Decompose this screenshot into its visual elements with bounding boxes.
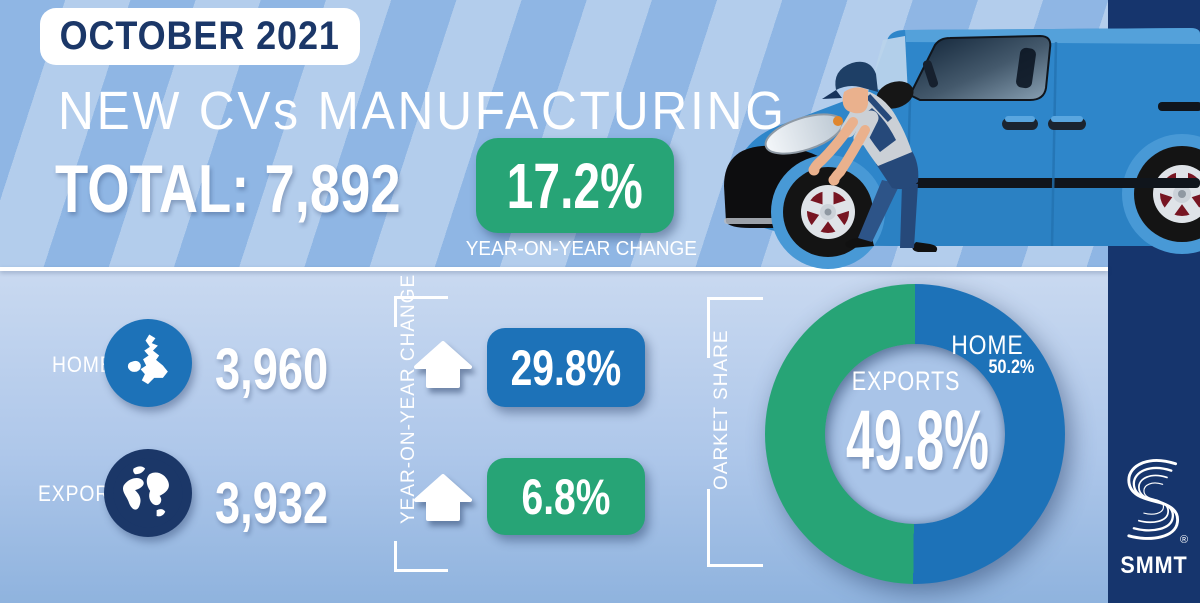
donut-home-value: 50.2% (988, 357, 1035, 378)
date-badge: OCTOBER 2021 (40, 8, 360, 65)
smmt-logo-icon (1127, 459, 1179, 540)
export-icon-circle (104, 449, 192, 537)
home-up-arrow-icon (414, 341, 472, 388)
home-change-badge: 29.8% (487, 328, 645, 407)
yoy-bracket (394, 296, 450, 572)
home-icon-circle (104, 319, 192, 407)
market-share-bracket (707, 297, 765, 567)
total-yoy-value: 17.2% (506, 149, 644, 222)
home-value: 3,960 (215, 337, 329, 402)
van-windshield (870, 36, 908, 95)
home-change-value: 29.8% (510, 339, 622, 396)
total-yoy-badge: 17.2% (476, 138, 674, 233)
van-indicator-light (833, 116, 843, 126)
export-change-badge: 6.8% (487, 458, 645, 535)
donut-exports-value: 49.8% (846, 393, 989, 487)
van-mechanic-illustration (724, 28, 1200, 269)
uk-map-icon (127, 334, 168, 385)
van-rear-trim (1158, 102, 1200, 111)
total-value: 7,892 (264, 151, 401, 227)
section-divider (0, 267, 1108, 271)
page-title: NEW CVs MANUFACTURING (58, 81, 787, 141)
smmt-brand-text: SMMT (1120, 552, 1188, 579)
van-door-seam-rear (1050, 41, 1058, 247)
van-side-window (908, 34, 1052, 101)
registered-trademark-symbol: ® (1180, 534, 1189, 546)
market-share-axis-label: OARKET SHARE (711, 329, 732, 490)
export-up-arrow-icon (414, 474, 472, 521)
van-front-wheel (771, 155, 885, 269)
van-dashboard (922, 60, 939, 88)
globe-icon (113, 458, 183, 528)
donut-exports-label: EXPORTS (851, 366, 961, 396)
donut-home-label: HOME (951, 330, 1024, 360)
total-line: TOTAL: 7,892 (55, 150, 401, 228)
van-seat (1016, 47, 1036, 89)
total-yoy-caption: YEAR-ON-YEAR CHANGE (465, 238, 697, 260)
van-side-mirror (876, 81, 914, 109)
home-label: HOME (52, 352, 114, 377)
market-share-donut-hole (825, 344, 1005, 524)
mechanic-figure (808, 61, 938, 252)
van-door-handles (1002, 116, 1086, 130)
date-badge-label: OCTOBER 2021 (59, 14, 341, 58)
export-change-value: 6.8% (521, 468, 611, 525)
total-label: TOTAL: (55, 151, 250, 227)
export-value: 3,932 (215, 471, 329, 536)
